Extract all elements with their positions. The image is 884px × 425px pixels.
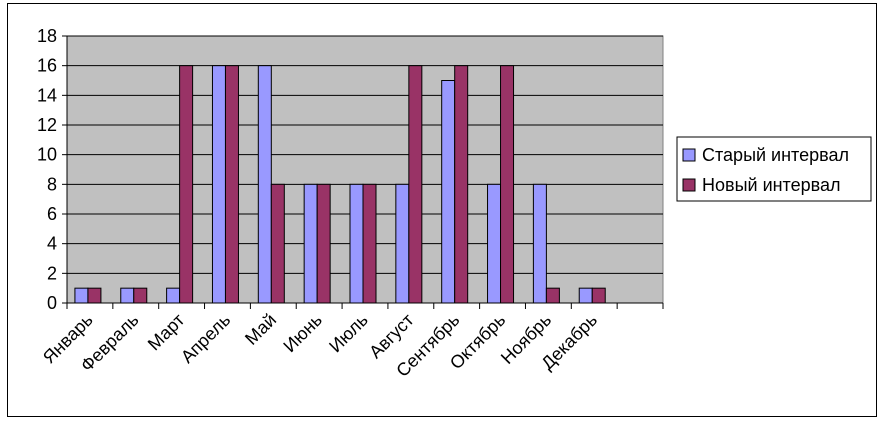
bar-new-1: [133, 287, 148, 304]
x-category-label: Июль: [325, 310, 372, 357]
x-category-label: Май: [241, 310, 280, 349]
bar-new-7: [408, 65, 423, 304]
y-tick-label: 2: [47, 263, 57, 283]
bar-old-8: [441, 80, 456, 304]
bar-new-0: [87, 287, 102, 304]
bar-old-6: [349, 183, 364, 304]
y-tick-label: 6: [47, 204, 57, 224]
legend-box: [676, 136, 872, 202]
bar-new-2: [179, 65, 194, 304]
bar-old-0: [74, 287, 89, 304]
bar-old-4: [257, 65, 272, 304]
y-tick-label: 10: [37, 145, 57, 165]
bar-old-2: [166, 287, 181, 304]
x-category-label: Апрель: [177, 310, 234, 367]
bar-new-11: [591, 287, 606, 304]
bar-new-8: [454, 65, 469, 304]
legend-label: Новый интервал: [702, 175, 841, 195]
bar-new-9: [500, 65, 515, 304]
legend-swatch-1: [682, 178, 696, 192]
bar-old-9: [487, 183, 502, 304]
bar-old-7: [395, 183, 410, 304]
y-tick-label: 4: [47, 234, 57, 254]
legend-label: Старый интервал: [702, 145, 849, 165]
bar-new-3: [224, 65, 239, 304]
bar-old-10: [532, 183, 547, 304]
bar-old-11: [578, 287, 593, 304]
y-tick-label: 0: [47, 293, 57, 313]
y-tick-label: 14: [37, 85, 57, 105]
x-category-label: Июнь: [279, 310, 326, 357]
y-tick-label: 16: [37, 56, 57, 76]
y-tick-label: 8: [47, 174, 57, 194]
y-tick-label: 18: [37, 26, 57, 46]
legend-swatch-0: [682, 148, 696, 162]
bar-new-5: [316, 183, 331, 304]
bar-old-5: [303, 183, 318, 304]
bar-old-3: [211, 65, 226, 304]
bar-new-4: [270, 183, 285, 304]
bar-new-10: [545, 287, 560, 304]
bar-new-6: [362, 183, 377, 304]
bar-old-1: [120, 287, 135, 304]
y-tick-label: 12: [37, 115, 57, 135]
